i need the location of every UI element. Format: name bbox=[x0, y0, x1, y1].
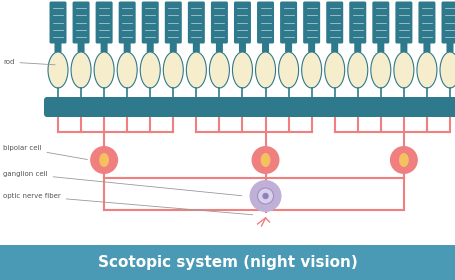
Text: optic nerve fiber: optic nerve fiber bbox=[3, 193, 253, 215]
FancyBboxPatch shape bbox=[182, 97, 210, 117]
Text: bipolar cell: bipolar cell bbox=[3, 145, 87, 160]
FancyBboxPatch shape bbox=[136, 97, 164, 117]
FancyBboxPatch shape bbox=[252, 97, 279, 117]
Circle shape bbox=[263, 193, 269, 199]
Ellipse shape bbox=[71, 52, 91, 88]
Ellipse shape bbox=[325, 52, 345, 88]
FancyBboxPatch shape bbox=[228, 97, 257, 117]
FancyBboxPatch shape bbox=[211, 1, 228, 43]
Circle shape bbox=[252, 146, 279, 174]
FancyBboxPatch shape bbox=[159, 97, 187, 117]
FancyBboxPatch shape bbox=[321, 97, 349, 117]
Circle shape bbox=[390, 146, 418, 174]
FancyBboxPatch shape bbox=[50, 1, 66, 43]
FancyBboxPatch shape bbox=[280, 1, 297, 43]
Ellipse shape bbox=[99, 153, 109, 167]
FancyBboxPatch shape bbox=[216, 41, 223, 53]
FancyBboxPatch shape bbox=[205, 97, 233, 117]
FancyBboxPatch shape bbox=[436, 97, 455, 117]
Ellipse shape bbox=[440, 52, 455, 88]
FancyBboxPatch shape bbox=[113, 97, 141, 117]
FancyBboxPatch shape bbox=[367, 97, 395, 117]
FancyBboxPatch shape bbox=[303, 1, 320, 43]
Ellipse shape bbox=[302, 52, 322, 88]
FancyBboxPatch shape bbox=[400, 41, 407, 53]
FancyBboxPatch shape bbox=[234, 1, 251, 43]
FancyBboxPatch shape bbox=[124, 41, 131, 53]
FancyBboxPatch shape bbox=[344, 97, 372, 117]
FancyBboxPatch shape bbox=[90, 97, 118, 117]
FancyBboxPatch shape bbox=[239, 41, 246, 53]
FancyBboxPatch shape bbox=[55, 41, 61, 53]
Ellipse shape bbox=[278, 52, 298, 88]
FancyBboxPatch shape bbox=[257, 1, 274, 43]
Text: Scotopic system (night vision): Scotopic system (night vision) bbox=[98, 255, 357, 270]
Circle shape bbox=[258, 188, 273, 204]
FancyBboxPatch shape bbox=[372, 1, 389, 43]
FancyBboxPatch shape bbox=[308, 41, 315, 53]
FancyBboxPatch shape bbox=[354, 41, 361, 53]
FancyBboxPatch shape bbox=[77, 41, 85, 53]
FancyBboxPatch shape bbox=[101, 41, 108, 53]
FancyBboxPatch shape bbox=[170, 41, 177, 53]
Text: rod: rod bbox=[3, 59, 55, 65]
Ellipse shape bbox=[399, 153, 409, 167]
Circle shape bbox=[90, 146, 118, 174]
FancyBboxPatch shape bbox=[349, 1, 366, 43]
Ellipse shape bbox=[348, 52, 368, 88]
FancyBboxPatch shape bbox=[165, 1, 182, 43]
Ellipse shape bbox=[394, 52, 414, 88]
Ellipse shape bbox=[117, 52, 137, 88]
FancyBboxPatch shape bbox=[119, 1, 136, 43]
FancyBboxPatch shape bbox=[390, 97, 418, 117]
FancyBboxPatch shape bbox=[395, 1, 412, 43]
Ellipse shape bbox=[209, 52, 229, 88]
Text: ganglion cell: ganglion cell bbox=[3, 171, 242, 196]
Ellipse shape bbox=[371, 52, 391, 88]
Ellipse shape bbox=[233, 52, 253, 88]
FancyBboxPatch shape bbox=[96, 1, 113, 43]
FancyBboxPatch shape bbox=[446, 41, 454, 53]
FancyBboxPatch shape bbox=[193, 41, 200, 53]
Ellipse shape bbox=[256, 52, 276, 88]
FancyBboxPatch shape bbox=[413, 97, 441, 117]
FancyBboxPatch shape bbox=[419, 1, 435, 43]
FancyBboxPatch shape bbox=[72, 1, 90, 43]
FancyBboxPatch shape bbox=[0, 245, 455, 280]
FancyBboxPatch shape bbox=[441, 1, 455, 43]
Ellipse shape bbox=[163, 52, 183, 88]
FancyBboxPatch shape bbox=[298, 97, 326, 117]
FancyBboxPatch shape bbox=[377, 41, 384, 53]
FancyBboxPatch shape bbox=[326, 1, 343, 43]
Ellipse shape bbox=[140, 52, 160, 88]
Ellipse shape bbox=[187, 52, 207, 88]
FancyBboxPatch shape bbox=[147, 41, 154, 53]
Ellipse shape bbox=[94, 52, 114, 88]
FancyBboxPatch shape bbox=[44, 97, 72, 117]
Ellipse shape bbox=[261, 153, 270, 167]
FancyBboxPatch shape bbox=[274, 97, 303, 117]
FancyBboxPatch shape bbox=[424, 41, 430, 53]
FancyBboxPatch shape bbox=[67, 97, 95, 117]
FancyBboxPatch shape bbox=[188, 1, 205, 43]
FancyBboxPatch shape bbox=[285, 41, 292, 53]
FancyBboxPatch shape bbox=[262, 41, 269, 53]
Circle shape bbox=[249, 180, 282, 212]
FancyBboxPatch shape bbox=[142, 1, 159, 43]
Ellipse shape bbox=[48, 52, 68, 88]
Ellipse shape bbox=[417, 52, 437, 88]
FancyBboxPatch shape bbox=[331, 41, 338, 53]
